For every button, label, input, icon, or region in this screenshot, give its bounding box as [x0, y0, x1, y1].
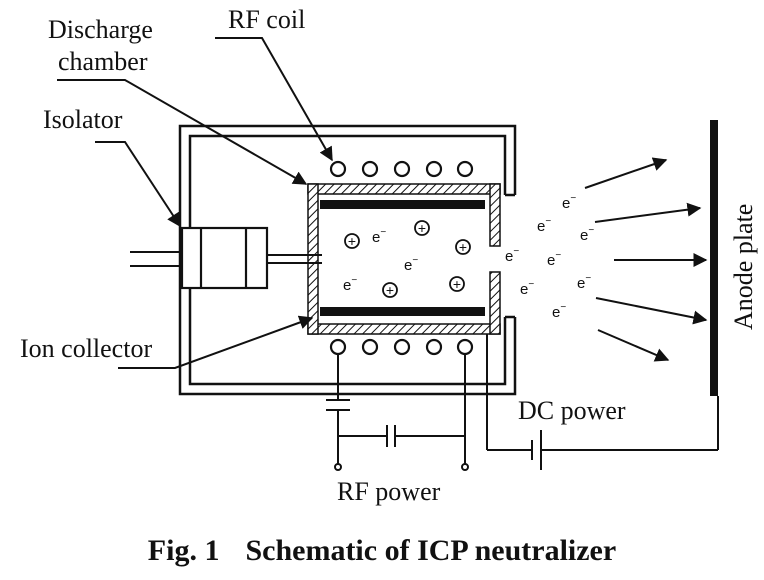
figure-caption: Fig. 1 Schematic of ICP neutralizer	[148, 534, 616, 567]
discharge-chamber	[307, 183, 501, 335]
electron-symbol: e−	[404, 255, 418, 274]
ion-collector-label: Ion collector	[20, 334, 152, 363]
electron-symbol: e−	[580, 225, 594, 244]
discharge-chamber-label-line1: Discharge	[48, 15, 153, 44]
electron-symbol: e−	[343, 275, 357, 294]
ion-collector-plate-bottom	[320, 307, 485, 316]
electron-symbol: e−	[562, 193, 576, 212]
svg-text:+: +	[418, 220, 426, 236]
electron-symbol: e−	[505, 246, 519, 265]
electron-symbol: e−	[552, 302, 566, 321]
ions: + + + + +	[344, 220, 471, 298]
ion-symbol: +	[382, 282, 398, 298]
rf-coil-bottom	[329, 338, 474, 356]
rf-coil-label: RF coil	[228, 5, 305, 34]
discharge-chamber-label-line2: chamber	[58, 47, 148, 76]
svg-text:+: +	[348, 233, 356, 249]
ion-symbol: +	[449, 276, 465, 292]
electrons: e− e− e− e− e− e− e− e− e− e− e−	[343, 193, 594, 321]
gas-feed-tube	[267, 254, 322, 264]
electron-symbol: e−	[547, 250, 561, 269]
isolator-inlet-pipe	[130, 251, 182, 267]
svg-text:+: +	[459, 239, 467, 255]
rf-power-label: RF power	[337, 477, 441, 506]
ion-symbol: +	[455, 239, 471, 255]
dc-power-label: DC power	[518, 396, 626, 425]
ion-collector-plate-top	[320, 200, 485, 209]
electron-symbol: e−	[520, 279, 534, 298]
rf-power-circuit	[326, 354, 469, 471]
rf-coil-top	[329, 160, 474, 178]
svg-text:+: +	[386, 282, 394, 298]
isolator	[180, 226, 269, 290]
svg-text:+: +	[453, 276, 461, 292]
ion-symbol: +	[414, 220, 430, 236]
isolator-label: Isolator	[43, 105, 123, 134]
ion-symbol: +	[344, 233, 360, 249]
dc-power-circuit	[486, 334, 719, 470]
electron-symbol: e−	[372, 227, 386, 246]
anode-plate-label: Anode plate	[729, 204, 758, 330]
electron-symbol: e−	[577, 273, 591, 292]
leader-lines	[57, 37, 333, 369]
electron-arrows	[584, 157, 708, 362]
electron-symbol: e−	[537, 216, 551, 235]
